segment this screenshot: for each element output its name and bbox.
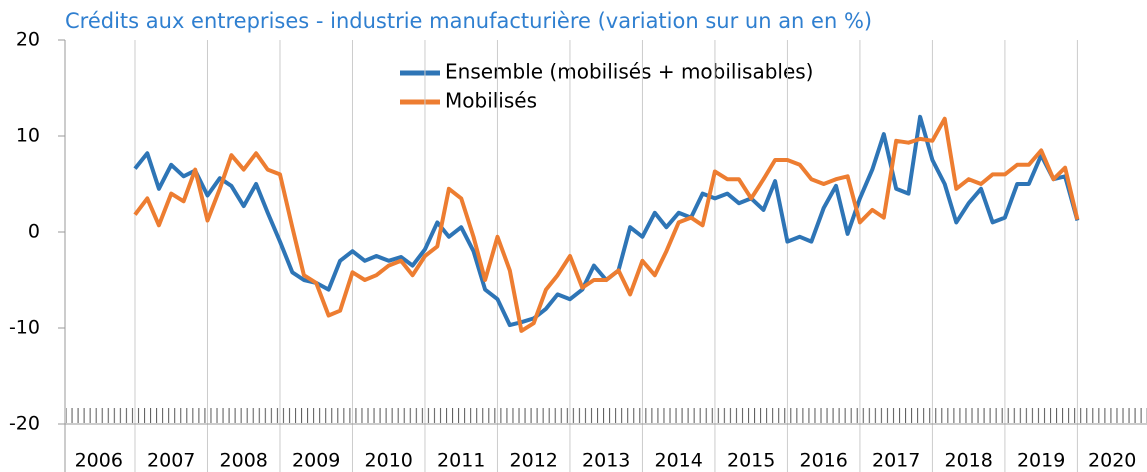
x-tick-label: 2018 — [944, 450, 992, 472]
minor-ticks — [66, 408, 1147, 423]
x-tick-label: 2020 — [1088, 450, 1136, 472]
x-tick-label: 2011 — [437, 450, 485, 472]
x-tick-label: 2019 — [1017, 450, 1065, 472]
y-tick-label: -10 — [9, 317, 40, 339]
x-tick-label: 2010 — [365, 450, 413, 472]
legend-label: Ensemble (mobilisés + mobilisables) — [445, 60, 813, 84]
y-tick-label: -20 — [9, 413, 40, 435]
x-tick-label: 2012 — [510, 450, 558, 472]
series-line — [133, 116, 1080, 333]
y-tick-label: 10 — [16, 125, 40, 147]
x-tick-label: 2014 — [655, 450, 703, 472]
legend-label: Mobilisés — [445, 89, 537, 113]
y-tick-label: 0 — [28, 221, 40, 243]
series-line — [133, 114, 1080, 328]
x-tick-label: 2009 — [292, 450, 340, 472]
chart-title: Crédits aux entreprises - industrie manu… — [65, 9, 872, 33]
legend: Ensemble (mobilisés + mobilisables) Mobil… — [400, 60, 813, 113]
x-tick-label: 2008 — [220, 450, 268, 472]
x-tick-label: 2007 — [147, 450, 195, 472]
y-tick-label: 20 — [16, 29, 40, 51]
x-tick-label: 2015 — [727, 450, 775, 472]
x-tick-label: 2006 — [75, 450, 123, 472]
x-tick-label: 2017 — [872, 450, 920, 472]
x-tick-label: 2013 — [582, 450, 630, 472]
x-tick-label: 2016 — [800, 450, 848, 472]
